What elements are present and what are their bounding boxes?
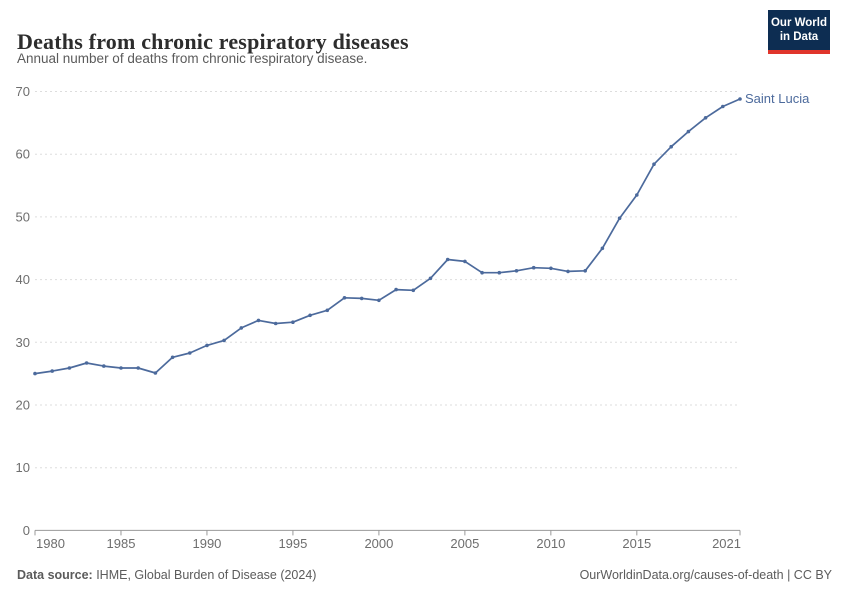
y-tick-label: 10 (16, 460, 30, 475)
data-point (411, 288, 416, 293)
data-point (583, 269, 587, 273)
data-point (497, 270, 502, 275)
data-point (308, 313, 312, 318)
data-point (549, 266, 553, 271)
x-tick-label: 1980 (36, 536, 65, 551)
owid-logo-line2: in Data (779, 31, 819, 43)
data-point (394, 287, 398, 292)
data-point (205, 343, 209, 348)
x-tick-label: 2015 (622, 536, 651, 551)
owid-logo: Our World in Data (768, 10, 830, 54)
y-tick-label: 50 (16, 209, 30, 224)
y-tick-label: 30 (16, 335, 30, 350)
data-point (136, 366, 140, 370)
chart-subtitle: Annual number of deaths from chronic res… (17, 51, 368, 66)
page-title: Deaths from chronic respiratory diseases (17, 28, 409, 54)
data-series (33, 97, 742, 376)
data-point (566, 269, 570, 274)
data-point (445, 257, 450, 262)
y-tick-label: 60 (16, 147, 30, 162)
data-point (67, 366, 72, 370)
credit-note: OurWorldinData.org/causes-of-death | CC … (579, 568, 832, 582)
data-point (325, 308, 330, 313)
data-point (342, 296, 347, 300)
data-point (652, 162, 656, 166)
data-point (480, 270, 484, 275)
x-tick-label: 2000 (364, 536, 393, 551)
data-point (170, 355, 175, 360)
data-point (291, 320, 295, 325)
series-label-saint-lucia: Saint Lucia (745, 91, 810, 107)
x-tick-label: 2021 (712, 536, 741, 551)
data-point (239, 326, 244, 330)
data-point (703, 116, 708, 120)
data-point (33, 371, 37, 376)
data-point (600, 246, 605, 251)
x-axis (34, 529, 741, 536)
data-point (188, 351, 192, 355)
data-point (531, 265, 536, 270)
data-point (359, 296, 364, 301)
series-line (34, 98, 741, 375)
y-tick-label: 20 (16, 398, 30, 413)
data-point (463, 259, 467, 264)
y-tick-labels: 0 10 20 30 40 50 60 70 (16, 84, 30, 538)
data-source-note: Data source: IHME, Global Burden of Dise… (17, 568, 316, 582)
y-gridlines (35, 91, 740, 469)
x-tick-label: 2005 (450, 536, 479, 551)
data-point (119, 366, 123, 370)
data-source-label: Data source: (17, 568, 93, 582)
y-tick-label: 0 (23, 523, 30, 538)
data-point (222, 338, 226, 343)
data-point (102, 364, 106, 368)
data-point (669, 144, 673, 149)
y-tick-label: 40 (16, 272, 30, 287)
x-tick-labels: 1980 1985 1990 1995 2000 2005 2010 2015 2021 (36, 536, 741, 551)
data-point (153, 371, 158, 375)
data-point (50, 369, 54, 373)
data-point (617, 216, 622, 220)
data-point (514, 269, 519, 273)
y-tick-label: 70 (16, 84, 30, 99)
data-point (635, 193, 639, 197)
data-point (256, 318, 261, 323)
data-point (686, 129, 691, 134)
data-point (738, 97, 742, 101)
owid-logo-line1: Our World (770, 16, 827, 29)
data-point (273, 321, 278, 326)
x-tick-label: 1990 (192, 536, 221, 551)
x-tick-label: 1995 (278, 536, 307, 551)
data-point (84, 361, 89, 365)
data-point (721, 104, 725, 109)
x-tick-label: 2010 (536, 536, 565, 551)
x-tick-label: 1985 (107, 536, 136, 551)
data-point (377, 298, 381, 303)
data-source-text: IHME, Global Burden of Disease (2024) (92, 568, 317, 582)
data-point (428, 276, 433, 281)
